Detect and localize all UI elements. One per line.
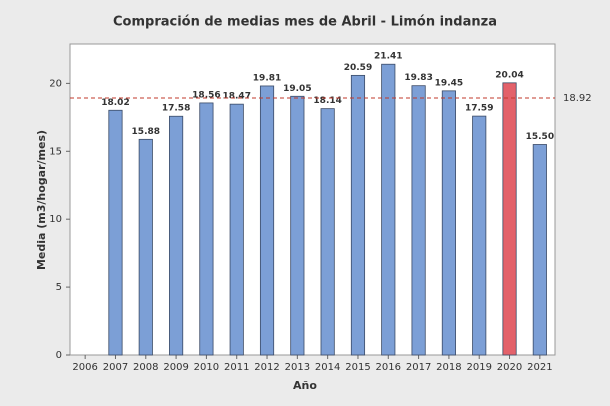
value-label: 18.14 [313,96,341,106]
y-axis-label: Media (m3/hogar/mes) [35,130,48,270]
x-tick-label: 2011 [224,362,249,373]
bar [411,85,426,356]
x-tick-label: 2012 [254,362,279,373]
value-label: 21.41 [374,52,402,62]
y-tick-label: 20 [49,78,62,89]
bar [472,115,487,356]
x-tick-label: 2018 [436,362,461,373]
x-tick-label: 2015 [345,362,370,373]
bar [320,108,335,356]
bar [381,63,396,356]
bar [259,85,275,356]
value-label: 19.81 [253,73,281,83]
value-label: 19.83 [404,73,432,83]
x-tick-label: 2013 [285,362,310,373]
bar [169,115,184,356]
x-tick-label: 2008 [133,362,158,373]
value-label: 18.02 [101,98,129,108]
bar [199,102,214,356]
bar [441,90,456,356]
bar [350,74,366,356]
value-label: 19.05 [283,84,311,94]
x-tick-label: 2017 [406,362,431,373]
x-tick-label: 2014 [315,362,340,373]
value-label: 15.50 [526,132,554,142]
y-tick-label: 0 [56,350,62,361]
reference-label: 18.92 [563,93,592,104]
x-tick-label: 2006 [72,362,97,373]
value-label: 18.56 [192,90,220,100]
chart-title: Compración de medias mes de Abril - Limó… [113,15,497,30]
x-tick-label: 2010 [194,362,219,373]
x-tick-label: 2007 [103,362,128,373]
x-tick-label: 2020 [497,362,522,373]
x-tick-label: 2021 [527,362,552,373]
value-label: 15.88 [132,127,160,137]
x-tick-label: 2009 [163,362,188,373]
y-tick-label: 5 [56,282,62,293]
value-label: 17.59 [465,104,493,114]
y-tick-label: 15 [49,146,62,157]
value-label: 20.04 [495,70,523,80]
value-label: 18.47 [222,92,250,102]
x-axis-label: Año [293,379,317,392]
bar [502,82,517,356]
x-tick-label: 2019 [466,362,491,373]
x-tick-label: 2016 [376,362,401,373]
bar [532,144,547,356]
y-tick-label: 10 [49,214,62,225]
bar [138,138,153,356]
bar [290,95,305,356]
value-label: 20.59 [344,63,372,73]
value-label: 19.45 [435,78,463,88]
value-label: 17.58 [162,104,190,114]
bar [108,109,123,356]
bar [229,103,244,356]
